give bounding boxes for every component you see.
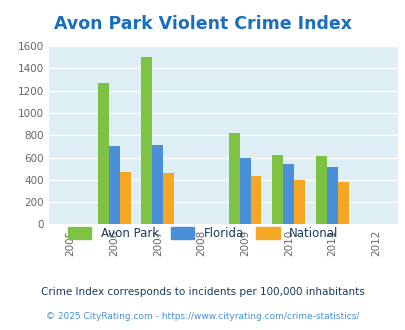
Bar bbox=[228, 133, 239, 224]
Bar bbox=[294, 180, 305, 224]
Bar bbox=[272, 155, 283, 224]
Text: Crime Index corresponds to incidents per 100,000 inhabitants: Crime Index corresponds to incidents per… bbox=[41, 287, 364, 297]
Bar bbox=[326, 167, 337, 224]
Text: © 2025 CityRating.com - https://www.cityrating.com/crime-statistics/: © 2025 CityRating.com - https://www.city… bbox=[46, 312, 359, 321]
Bar bbox=[98, 83, 109, 224]
Bar bbox=[109, 147, 119, 224]
Bar bbox=[337, 182, 348, 224]
Bar bbox=[239, 157, 250, 224]
Legend: Avon Park, Florida, National: Avon Park, Florida, National bbox=[63, 222, 342, 245]
Text: Avon Park Violent Crime Index: Avon Park Violent Crime Index bbox=[54, 15, 351, 33]
Bar bbox=[315, 156, 326, 224]
Bar bbox=[250, 176, 261, 224]
Bar bbox=[163, 173, 174, 224]
Bar bbox=[283, 164, 294, 224]
Bar bbox=[119, 172, 130, 224]
Bar bbox=[152, 145, 163, 224]
Bar bbox=[141, 57, 152, 224]
